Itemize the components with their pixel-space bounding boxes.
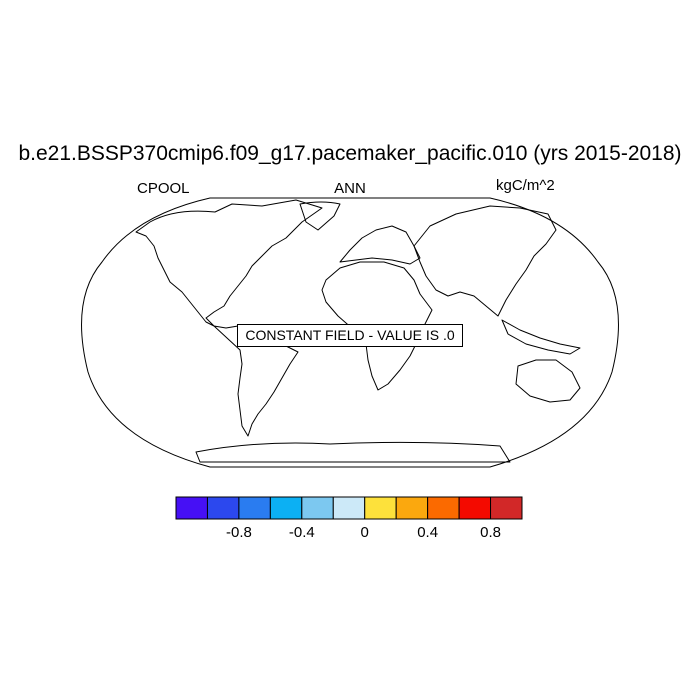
colorbar-tick-label: -0.8 <box>225 524 252 541</box>
greenland-outline <box>299 201 341 231</box>
asia-outline <box>413 205 557 317</box>
constant-field-message: CONSTANT FIELD - VALUE IS .0 <box>237 324 463 347</box>
africa-outline <box>321 261 433 391</box>
colorbar-tick-label: 0 <box>360 524 369 541</box>
colorbar-tick-label: 0.8 <box>480 524 501 541</box>
plot-title: b.e21.BSSP370cmip6.f09_g17.pacemaker_pac… <box>18 142 682 165</box>
australia-outline <box>515 359 581 403</box>
coastlines <box>135 199 581 463</box>
antarctica-outline <box>195 441 511 463</box>
maritime-continent-outline <box>501 319 581 355</box>
colorbar-swatch <box>490 496 523 520</box>
variable-label: CPOOL <box>137 180 190 197</box>
season-label: ANN <box>334 180 366 197</box>
colorbar-tick-label: -0.4 <box>288 524 315 541</box>
units-label: kgC/m^2 <box>496 177 555 194</box>
colorbar-tick-label: 0.4 <box>417 524 439 541</box>
north-america-outline <box>135 199 323 327</box>
